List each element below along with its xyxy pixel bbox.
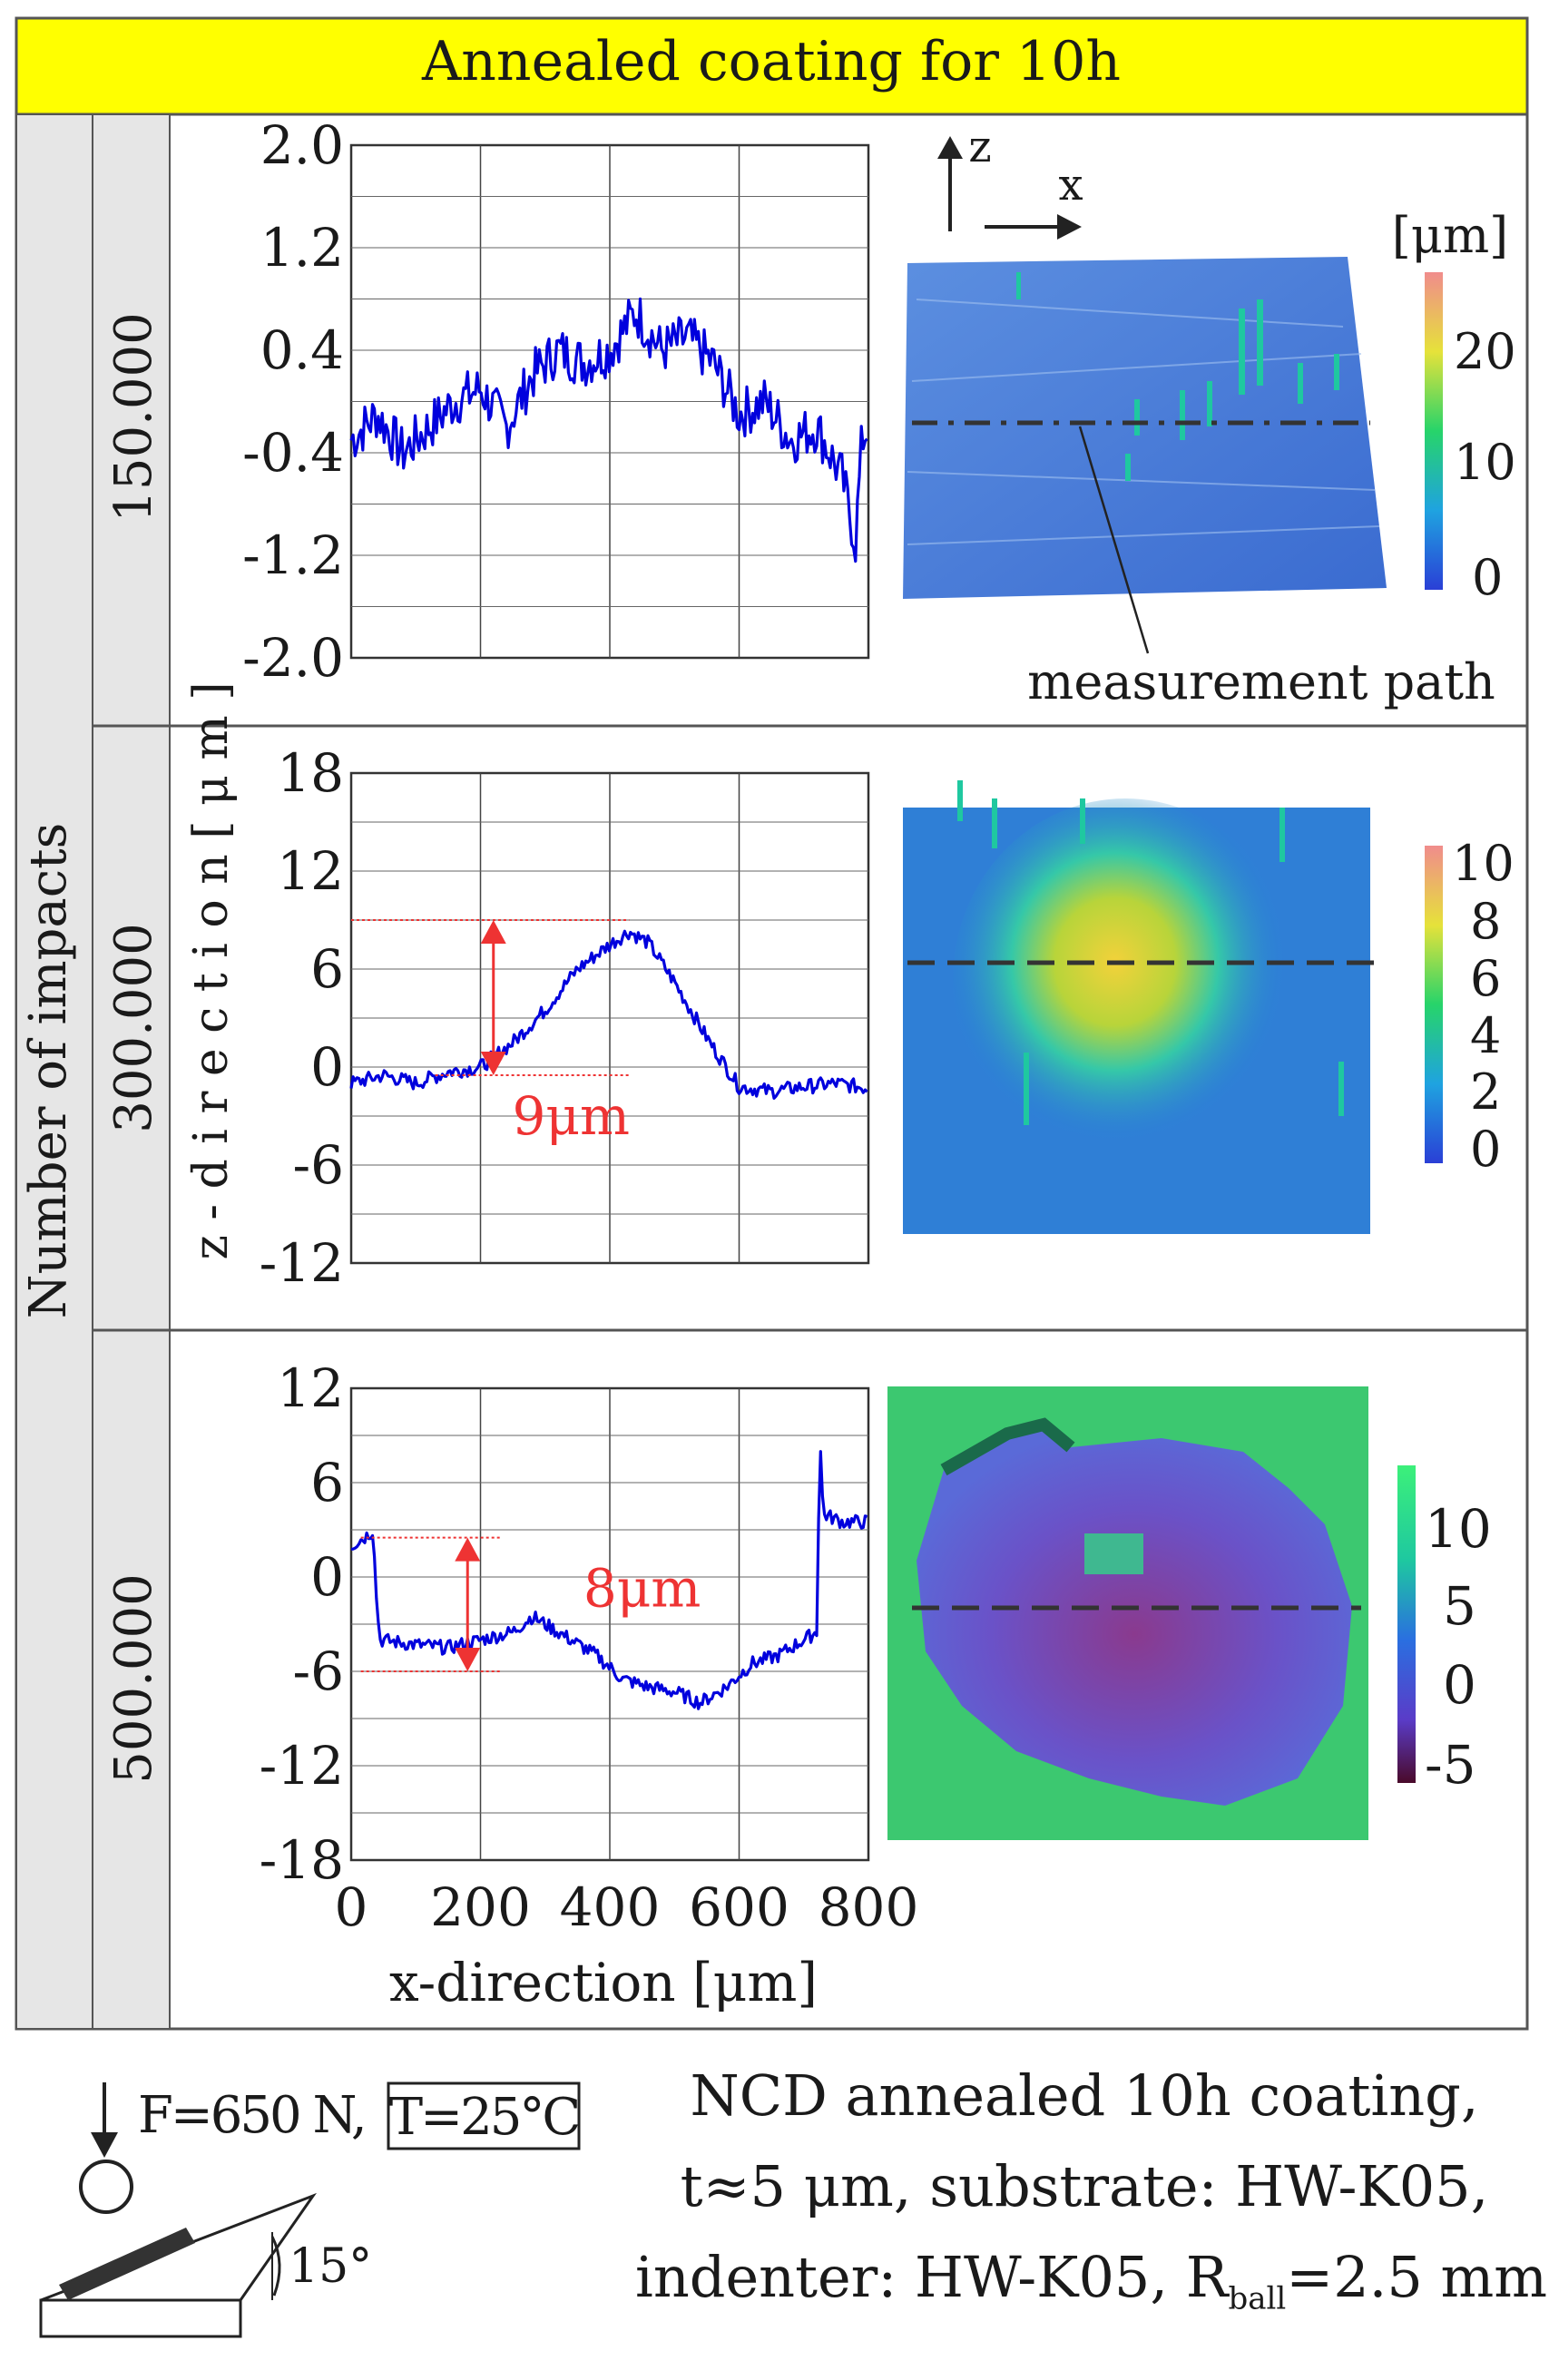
x-tick-label: 200 [430, 1876, 531, 1938]
surface-image-300000 [903, 780, 1375, 1234]
y-tick-label: -6 [293, 1134, 345, 1196]
colorbar-tick: 6 [1470, 950, 1501, 1007]
y-tick-label: 12 [277, 1357, 344, 1419]
impact-setup-sketch [39, 2082, 318, 2338]
annotation-label: 8μm [583, 1557, 701, 1619]
colorbar-tick: 0 [1470, 1121, 1501, 1178]
series-line [350, 1450, 868, 1710]
y-tick-label: 12 [277, 840, 344, 902]
row-label-500000: 500.000 [104, 1573, 163, 1784]
y-tick-label: 0 [310, 1036, 344, 1098]
surface-image-500000 [887, 1386, 1368, 1840]
y-tick-label: -6 [293, 1641, 345, 1702]
annotation-arrow-head [480, 920, 506, 944]
angle-label: 15° [289, 2239, 372, 2294]
x-axis-label: x-direction [μm] [389, 1952, 818, 2013]
colorbar-tick: 0 [1443, 1654, 1476, 1716]
y-tick-label: -0.4 [242, 422, 344, 484]
y-tick-label: -18 [260, 1829, 344, 1891]
y-tick-label: -2.0 [242, 627, 344, 689]
y-tick-label: 6 [310, 1452, 344, 1513]
temperature-label: T=25°C [389, 2088, 579, 2147]
caption-line-3b: =2.5 mm [1286, 2244, 1548, 2310]
impacts-column [15, 113, 93, 2030]
colorbar-tick: 10 [1452, 835, 1515, 892]
x-tick-label: 0 [335, 1876, 368, 1938]
caption-line-3: indenter: HW-K05, Rball=2.5 mm [635, 2232, 1547, 2344]
colorbar-tick: 2 [1470, 1063, 1501, 1121]
annotation-arrow-head [455, 1537, 481, 1562]
y-tick-label: -12 [260, 1735, 344, 1797]
annotation-arrow-head [480, 1052, 506, 1075]
colorbar-tick: 0 [1472, 549, 1503, 606]
colorbar-tick: -5 [1425, 1734, 1476, 1796]
colorbar-tick: 4 [1470, 1007, 1501, 1064]
y-tick-label: 6 [310, 938, 344, 1000]
xz-axes-icon [937, 136, 1082, 240]
annotation-label: 9μm [512, 1085, 630, 1147]
colorbar-title: [μm] [1392, 207, 1508, 264]
annotation-arrow-head [455, 1648, 481, 1671]
temperature-box [387, 2081, 581, 2150]
colorbar-tick: 5 [1443, 1575, 1476, 1637]
y-tick-label: -12 [260, 1232, 344, 1294]
caption-line-3a: indenter: HW-K05, R [635, 2244, 1229, 2310]
colorbar-tick: 20 [1454, 323, 1516, 380]
header-bar [15, 16, 1529, 116]
y-tick-label: 1.2 [260, 217, 344, 279]
axis-label-z: z [968, 122, 991, 172]
x-tick-label: 800 [819, 1876, 919, 1938]
force-label: F=650 N, [138, 2086, 365, 2145]
colorbar-tick: 10 [1425, 1498, 1492, 1560]
row-label-column [92, 113, 171, 2030]
y-tick-label: -1.2 [242, 524, 344, 586]
colorbar-500000 [1397, 1465, 1416, 1783]
chart-300000: 18 12 6 0 -6 -12 9μm [260, 742, 870, 1294]
impacts-label: Number of impacts [19, 823, 78, 1319]
caption: NCD annealed 10h coating, t≈5 μm, substr… [635, 2051, 1547, 2344]
measurement-path-label: measurement path [1027, 653, 1495, 710]
surface-image-150000 [903, 257, 1387, 599]
header-title: Annealed coating for 10h [421, 30, 1121, 93]
caption-line-1: NCD annealed 10h coating, [690, 2062, 1479, 2129]
chart-150000: 2.0 1.2 0.4 -0.4 -1.2 -2.0 [242, 114, 870, 689]
series-line [349, 929, 868, 1101]
x-tick-label: 600 [689, 1876, 789, 1938]
x-tick-label: 400 [560, 1876, 661, 1938]
colorbar-tick: 10 [1454, 434, 1516, 491]
z-axis-label: z - d i r e c t i o n [ μ m ] [184, 681, 239, 1259]
colorbar-150000 [1425, 272, 1443, 590]
y-tick-label: 2.0 [260, 114, 344, 176]
y-tick-label: 0.4 [260, 319, 344, 381]
row-label-150000: 150.000 [104, 312, 163, 523]
caption-subscript: ball [1228, 2280, 1287, 2317]
row-label-300000: 300.000 [104, 923, 163, 1133]
colorbar-300000 [1425, 846, 1443, 1163]
caption-line-2: t≈5 μm, substrate: HW-K05, [680, 2153, 1489, 2219]
y-tick-label: 0 [310, 1546, 344, 1608]
y-tick-label: 18 [277, 742, 344, 804]
series-line [349, 297, 868, 563]
colorbar-tick: 8 [1470, 893, 1501, 950]
measurement-path-pointer [1078, 426, 1150, 654]
axis-label-x: x [1058, 160, 1083, 211]
